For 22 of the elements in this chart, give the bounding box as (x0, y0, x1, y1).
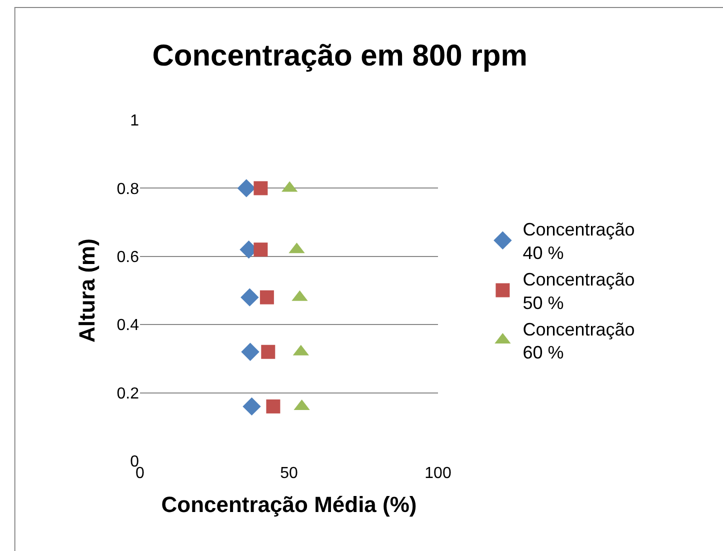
legend-label: Concentração 50 % (522, 270, 635, 313)
point (242, 397, 261, 416)
point (241, 342, 260, 361)
chart-title: Concentração em 800 rpm (152, 40, 528, 73)
x-tick-label: 100 (424, 465, 452, 482)
legend-label: Concentração 60 % (522, 319, 635, 363)
y-axis-title: Altura (m) (74, 238, 100, 342)
point (261, 344, 276, 359)
x-axis-title: Concentração Média (%) (161, 492, 417, 517)
point (237, 179, 256, 198)
point (254, 181, 268, 196)
y-tick-label: 0.6 (116, 249, 140, 266)
point (266, 399, 280, 414)
x-tick-label: 50 (280, 465, 298, 482)
y-tick-label: 0.4 (116, 317, 140, 334)
y-tick-label: 0.8 (116, 180, 140, 198)
legend-label: Concentração 40 % (522, 220, 635, 264)
y-tick-label: 1 (130, 112, 140, 130)
point (254, 242, 268, 257)
point (240, 288, 259, 306)
point (260, 290, 274, 304)
y-tick-label: 0.2 (116, 385, 140, 402)
